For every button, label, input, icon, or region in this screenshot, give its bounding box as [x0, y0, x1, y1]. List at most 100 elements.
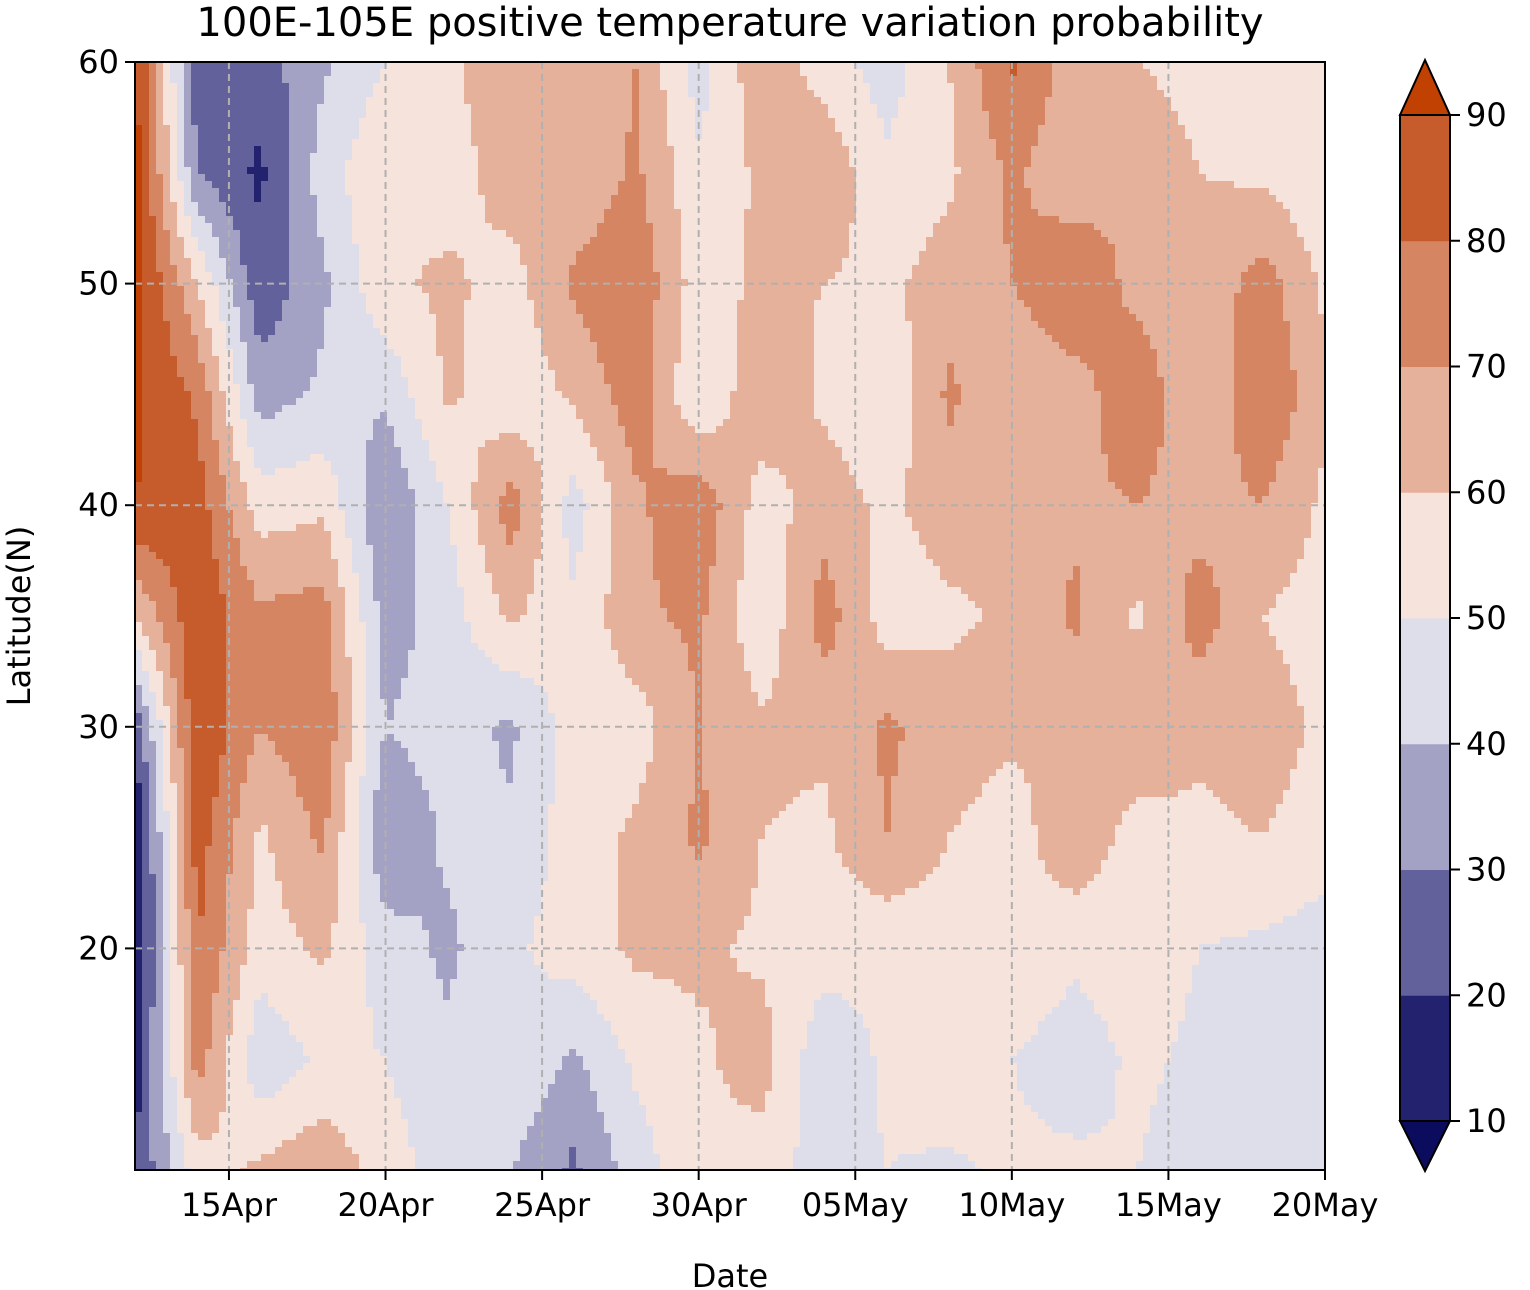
contour-cell: [1045, 97, 1053, 105]
contour-cell: [1241, 153, 1249, 161]
contour-cell: [254, 111, 262, 119]
contour-cell: [653, 251, 661, 259]
contour-cell: [660, 251, 668, 259]
contour-cell: [331, 223, 339, 231]
contour-cell: [912, 160, 920, 168]
contour-cell: [212, 62, 220, 70]
contour-cell: [205, 139, 213, 147]
contour-cell: [541, 160, 549, 168]
contour-cell: [408, 111, 416, 119]
contour-cell: [639, 237, 647, 245]
contour-cell: [506, 90, 514, 98]
contour-cell: [737, 230, 745, 238]
contour-cell: [1185, 216, 1193, 224]
contour-cell: [884, 153, 892, 161]
contour-cell: [1038, 237, 1046, 245]
contour-cell: [1269, 167, 1277, 175]
contour-cell: [198, 265, 206, 273]
contour-cell: [548, 76, 556, 84]
contour-cell: [387, 118, 395, 126]
contour-cell: [352, 181, 360, 189]
contour-cell: [933, 139, 941, 147]
contour-cell: [135, 216, 143, 224]
contour-cell: [716, 118, 724, 126]
contour-cell: [604, 146, 612, 154]
contour-cell: [1220, 258, 1228, 266]
contour-cell: [702, 167, 710, 175]
contour-cell: [758, 83, 766, 91]
contour-cell: [310, 139, 318, 147]
contour-cell: [457, 132, 465, 140]
contour-cell: [891, 181, 899, 189]
contour-cell: [905, 195, 913, 203]
contour-cell: [639, 202, 647, 210]
contour-cell: [772, 216, 780, 224]
contour-cell: [1073, 69, 1081, 77]
contour-cell: [142, 118, 150, 126]
contour-cell: [142, 223, 150, 231]
contour-cell: [1052, 251, 1060, 259]
contour-cell: [240, 90, 248, 98]
contour-cell: [1290, 83, 1298, 91]
contour-cell: [1185, 76, 1193, 84]
contour-cell: [1178, 216, 1186, 224]
contour-cell: [471, 118, 479, 126]
contour-cell: [506, 216, 514, 224]
contour-cell: [667, 97, 675, 105]
contour-cell: [898, 230, 906, 238]
contour-cell: [240, 160, 248, 168]
contour-cell: [1171, 146, 1179, 154]
contour-cell: [247, 160, 255, 168]
contour-cell: [401, 160, 409, 168]
contour-cell: [996, 132, 1004, 140]
contour-cell: [660, 160, 668, 168]
contour-cell: [1157, 195, 1165, 203]
contour-cell: [1024, 216, 1032, 224]
contour-cell: [674, 125, 682, 133]
contour-cell: [401, 118, 409, 126]
contour-cell: [1185, 146, 1193, 154]
contour-cell: [590, 223, 598, 231]
contour-cell: [1157, 230, 1165, 238]
contour-cell: [1003, 223, 1011, 231]
contour-cell: [1171, 195, 1179, 203]
contour-cell: [1304, 195, 1312, 203]
contour-cell: [212, 83, 220, 91]
contour-cell: [352, 195, 360, 203]
contour-cell: [800, 251, 808, 259]
contour-cell: [597, 90, 605, 98]
contour-cell: [338, 132, 346, 140]
contour-cell: [681, 209, 689, 217]
contour-cell: [583, 251, 591, 259]
contour-cell: [618, 258, 626, 266]
contour-cell: [233, 174, 241, 182]
contour-cell: [1143, 76, 1151, 84]
contour-cell: [947, 209, 955, 217]
contour-cell: [632, 258, 640, 266]
contour-cell: [135, 125, 143, 133]
contour-cell: [464, 195, 472, 203]
contour-cell: [1094, 97, 1102, 105]
contour-cell: [562, 244, 570, 252]
contour-cell: [1185, 188, 1193, 196]
contour-cell: [807, 230, 815, 238]
contour-cell: [653, 160, 661, 168]
contour-cell: [191, 195, 199, 203]
contour-cell: [933, 118, 941, 126]
contour-cell: [660, 90, 668, 98]
contour-cell: [1129, 195, 1137, 203]
contour-cell: [408, 237, 416, 245]
contour-cell: [1143, 174, 1151, 182]
contour-cell: [366, 188, 374, 196]
contour-cell: [1318, 132, 1325, 140]
contour-cell: [184, 167, 192, 175]
contour-cell: [1087, 167, 1095, 175]
contour-cell: [681, 160, 689, 168]
contour-cell: [1241, 160, 1249, 168]
contour-cell: [982, 76, 990, 84]
contour-cell: [975, 90, 983, 98]
contour-cell: [345, 69, 353, 77]
contour-cell: [772, 188, 780, 196]
contour-cell: [842, 251, 850, 259]
contour-cell: [702, 69, 710, 77]
